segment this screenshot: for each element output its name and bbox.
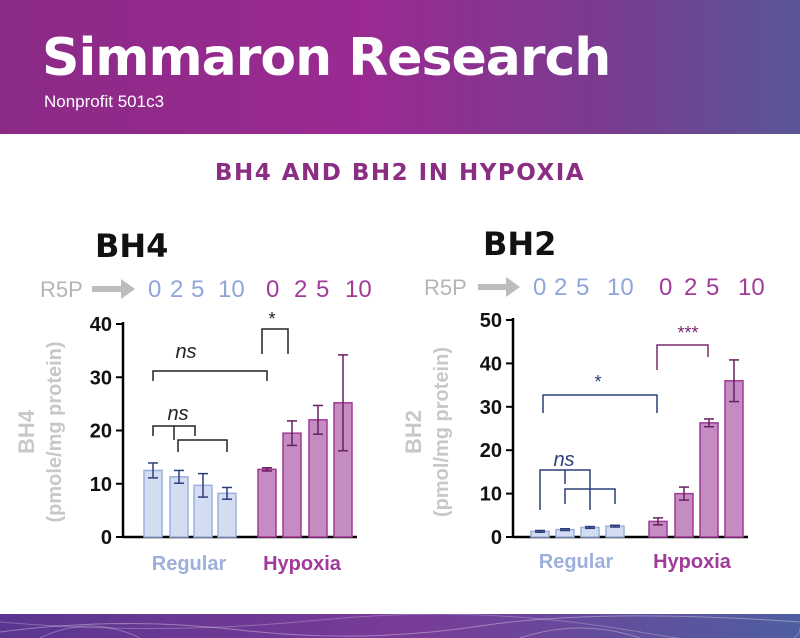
chart-1-y-tick-label: 20 [480,440,502,462]
chart-1-significance-label: *** [677,323,698,343]
chart-1-category-label: 10 [738,274,765,301]
chart-1-y-tick-label: 50 [480,310,502,332]
chart-0-category-label: 10 [218,276,245,303]
chart-1-y-tick-label: 10 [480,484,502,506]
chart-0-y-tick-label: 0 [101,527,112,549]
chart-0-group-label-hypoxia: Hypoxia [263,553,342,575]
chart-1-bar [724,380,744,538]
chart-1-r5p-label: R5P [424,275,467,300]
chart-1-category-label: 5 [706,274,719,301]
chart-0-y-label-sub: (pmole/mg protein) [44,341,66,522]
chart-0-category-label: 2 [294,276,307,303]
chart-0-significance-bracket [261,328,289,354]
chart-1-group-label-regular: Regular [539,551,614,573]
chart-1-y-tick-label: 0 [491,527,502,549]
chart-1-r5p-arrow-head [506,277,520,297]
chart-0-significance-bracket [152,370,268,381]
chart-0-category-label: 0 [266,276,279,303]
chart-0-bar [308,419,328,538]
org-title: Simmaron Research [42,28,611,88]
chart-1-significance-bracket [542,394,658,413]
chart-0-significance-label: * [268,309,275,329]
org-subtitle: Nonprofit 501c3 [44,92,165,111]
chart-0-bar [282,432,302,538]
chart-0-r5p-label: R5P [40,277,83,302]
chart-1-category-label: 2 [684,274,697,301]
chart-1-category-label: 10 [607,274,634,301]
chart-0-category-label: 5 [191,276,204,303]
chart-0-significance-label: ns [167,403,188,425]
chart-0-group-label-regular: Regular [152,553,227,575]
chart-0-category-label: 0 [148,276,161,303]
chart-0-bar [169,476,189,538]
chart-0-r5p-arrow-head [121,279,135,299]
chart-0-bar [143,469,163,538]
chart-1-significance-label: * [594,372,601,392]
chart-0-category-label: 2 [170,276,183,303]
chart-1-y-label-sub: (pmol/mg protein) [431,347,453,517]
footer-banner [0,614,800,638]
slide-title: BH4 AND BH2 IN HYPOXIA [214,160,586,186]
chart-1-significance-bracket [656,344,709,370]
chart-1-y-label: BH2 [401,410,426,454]
chart-1-category-label: 2 [554,274,567,301]
chart-0-y-tick-label: 40 [90,314,112,336]
chart-0-y-label: BH4 [14,409,39,454]
chart-0-title: BH4 [95,227,168,265]
chart-0-bar [257,468,277,538]
chart-0-significance-label: ns [175,341,196,363]
chart-1-category-label: 0 [659,274,672,301]
chart-0-y-tick-label: 20 [90,421,112,443]
header-banner: Simmaron Research Nonprofit 501c3 [0,0,800,134]
chart-1-significance-label: ns [553,449,574,471]
chart-1-category-label: 5 [576,274,589,301]
chart-0-category-label: 5 [316,276,329,303]
chart-1-title: BH2 [483,225,556,263]
footer-decoration [0,614,800,638]
chart-1-bar [699,422,719,538]
chart-1-group-label-hypoxia: Hypoxia [653,551,732,573]
chart-0-y-tick-label: 10 [90,474,112,496]
chart-1-significance-bracket [564,488,616,504]
chart-1-y-tick-label: 30 [480,397,502,419]
chart-1-category-label: 0 [533,274,546,301]
chart-1-bar [605,525,625,538]
chart-0-category-label: 10 [345,276,372,303]
chart-0-y-tick-label: 30 [90,367,112,389]
chart-1-y-tick-label: 40 [480,353,502,375]
chart-0-significance-bracket [177,439,228,452]
